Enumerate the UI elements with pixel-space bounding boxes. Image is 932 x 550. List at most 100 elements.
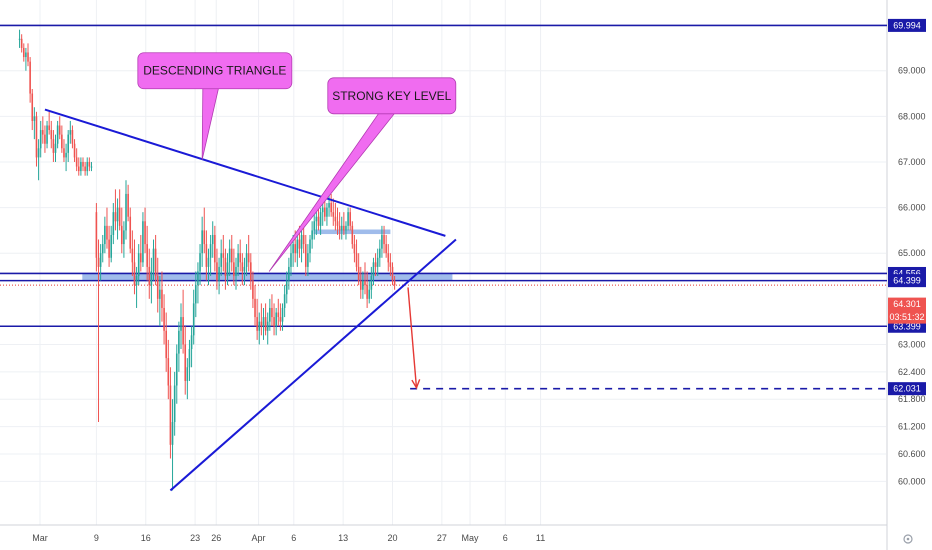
candle-body <box>50 130 53 140</box>
candle-body <box>22 47 25 58</box>
candle-body <box>99 253 102 267</box>
candle-body <box>137 253 140 277</box>
candle-body <box>75 157 78 167</box>
price-tick-label: 60.000 <box>898 476 926 486</box>
candle-body <box>154 248 157 277</box>
time-tick-label: 16 <box>141 533 151 543</box>
candle-body <box>142 221 144 263</box>
candle-body <box>273 317 275 327</box>
candle-body <box>387 253 390 263</box>
candle-body <box>209 244 212 258</box>
candle-body <box>247 253 250 263</box>
candle-body <box>340 225 343 231</box>
candle-body <box>84 166 86 172</box>
candle-body <box>58 125 61 135</box>
candle-body <box>307 253 309 267</box>
time-tick-label: 6 <box>291 533 296 543</box>
candle-body <box>48 125 50 131</box>
candle-body <box>309 239 311 254</box>
candle-body <box>195 285 197 304</box>
candle-body <box>203 230 206 245</box>
candle-body <box>319 212 322 226</box>
candle-body <box>345 225 347 231</box>
candle-body <box>334 216 337 222</box>
candle-body <box>144 221 146 245</box>
level-badge: 69.994 <box>888 18 926 32</box>
candle-body <box>288 266 290 281</box>
candle-body <box>31 93 34 121</box>
candle-body <box>190 335 193 350</box>
candle-body <box>173 385 176 423</box>
candle-body <box>311 230 313 240</box>
gear-icon <box>903 534 913 544</box>
gear-icon-hub <box>906 537 910 541</box>
candle-body <box>239 253 242 263</box>
candle-body <box>106 225 108 240</box>
candle-body <box>201 230 203 254</box>
callout-text: STRONG KEY LEVEL <box>332 89 451 103</box>
badge-text: 62.031 <box>893 384 921 394</box>
candle-body <box>184 344 187 381</box>
candle-body <box>343 225 345 231</box>
time-tick-label: 26 <box>211 533 221 543</box>
candle-body <box>379 248 381 258</box>
candle-body <box>199 253 201 272</box>
candle-body <box>324 207 326 217</box>
candle-body <box>302 234 305 245</box>
candle-body <box>82 161 84 167</box>
candle-body <box>220 253 222 267</box>
candle-body <box>313 221 316 231</box>
forecast-arrow-head <box>411 379 421 390</box>
candle-body <box>152 248 155 272</box>
candle-body <box>205 244 208 267</box>
candle-body <box>224 257 227 277</box>
gear-icon-ring <box>903 534 913 544</box>
candle-body <box>214 234 216 263</box>
badge-text: 63.399 <box>893 321 921 331</box>
candle-body <box>69 130 72 135</box>
candle-body <box>161 289 163 308</box>
candle-body <box>95 212 98 258</box>
candle-body <box>156 276 159 299</box>
candle-body <box>385 244 387 254</box>
time-tick-label: 20 <box>387 533 397 543</box>
candle-body <box>330 203 332 213</box>
candle-body <box>35 116 38 158</box>
candle-body <box>178 330 180 354</box>
candle-body <box>61 134 63 149</box>
candle-body <box>114 212 117 222</box>
time-tick-label: Apr <box>252 533 266 543</box>
candle-body <box>317 216 320 226</box>
time-tick-label: 13 <box>338 533 348 543</box>
time-tick-label: 23 <box>190 533 200 543</box>
candle-body <box>29 61 31 94</box>
candle-body <box>368 289 371 299</box>
candle-body <box>353 244 356 254</box>
candle-body <box>186 367 189 381</box>
candle-body <box>279 317 282 322</box>
candle-body <box>116 207 119 222</box>
candle-body <box>228 248 231 263</box>
candle-body <box>374 262 377 267</box>
candle-body <box>33 116 36 121</box>
candle-body <box>182 317 184 345</box>
candle-body <box>175 353 178 386</box>
candle-body <box>86 161 89 172</box>
candle-body <box>133 262 136 286</box>
price-tick-label: 69.000 <box>898 66 926 76</box>
support-zone <box>82 273 453 281</box>
candle-body <box>321 207 324 213</box>
candle-body <box>326 207 328 217</box>
candle-body <box>366 285 368 299</box>
candle-body <box>63 148 65 158</box>
candle-body <box>171 422 174 445</box>
candle-body <box>349 212 351 226</box>
current-price-badge: 64.301 03:51:32 <box>888 297 926 324</box>
current-price-text: 64.301 <box>893 299 921 309</box>
candle-body <box>188 349 191 368</box>
candle-body <box>67 134 69 153</box>
candle-body <box>230 248 233 263</box>
level-badge: 64.399 <box>888 274 926 288</box>
